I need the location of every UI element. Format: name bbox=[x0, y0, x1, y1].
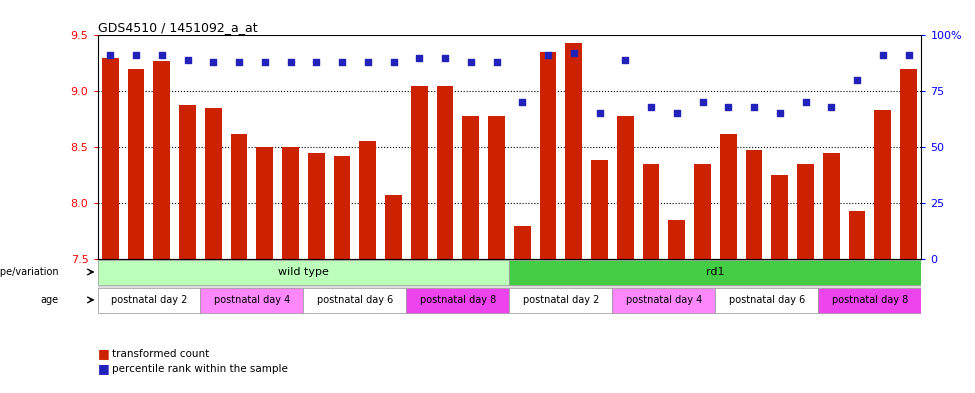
Point bbox=[179, 57, 195, 63]
Point bbox=[488, 59, 504, 65]
Text: age: age bbox=[41, 295, 58, 305]
Point bbox=[283, 59, 298, 65]
Point bbox=[308, 59, 324, 65]
Point bbox=[669, 110, 684, 117]
Point bbox=[644, 104, 659, 110]
Bar bbox=[179, 105, 196, 259]
Bar bbox=[98, 288, 201, 313]
Point bbox=[129, 52, 144, 59]
Bar bbox=[848, 211, 866, 259]
Point bbox=[411, 55, 427, 61]
Bar bbox=[771, 175, 788, 259]
Point bbox=[102, 52, 118, 59]
Bar bbox=[410, 86, 428, 259]
Bar bbox=[591, 160, 608, 259]
Bar bbox=[716, 288, 818, 313]
Bar bbox=[333, 156, 350, 259]
Point bbox=[463, 59, 479, 65]
Point bbox=[515, 99, 530, 105]
Point bbox=[334, 59, 350, 65]
Bar bbox=[875, 110, 891, 259]
Bar bbox=[437, 86, 453, 259]
Bar bbox=[98, 260, 509, 285]
Bar bbox=[617, 116, 634, 259]
Text: transformed count: transformed count bbox=[112, 349, 210, 359]
Point bbox=[566, 50, 582, 56]
Bar bbox=[385, 195, 402, 259]
Bar bbox=[231, 134, 248, 259]
Bar bbox=[303, 288, 407, 313]
Point bbox=[746, 104, 761, 110]
Text: postnatal day 8: postnatal day 8 bbox=[832, 295, 908, 305]
Point bbox=[257, 59, 273, 65]
Bar bbox=[462, 116, 479, 259]
Bar bbox=[566, 43, 582, 259]
Bar bbox=[694, 164, 711, 259]
Bar bbox=[509, 288, 612, 313]
Bar bbox=[643, 164, 659, 259]
Bar bbox=[746, 151, 762, 259]
Text: postnatal day 6: postnatal day 6 bbox=[728, 295, 805, 305]
Point bbox=[540, 52, 556, 59]
Point bbox=[772, 110, 788, 117]
Point bbox=[798, 99, 813, 105]
Point bbox=[231, 59, 247, 65]
Bar bbox=[720, 134, 737, 259]
Bar bbox=[540, 52, 557, 259]
Bar bbox=[102, 58, 119, 259]
Point bbox=[617, 57, 633, 63]
Point bbox=[901, 52, 916, 59]
Text: ■: ■ bbox=[98, 362, 109, 375]
Point bbox=[437, 55, 452, 61]
Bar bbox=[798, 164, 814, 259]
Bar bbox=[488, 116, 505, 259]
Text: GDS4510 / 1451092_a_at: GDS4510 / 1451092_a_at bbox=[98, 21, 257, 34]
Point bbox=[695, 99, 711, 105]
Bar bbox=[201, 288, 303, 313]
Text: wild type: wild type bbox=[278, 267, 329, 277]
Bar bbox=[282, 147, 299, 259]
Text: postnatal day 4: postnatal day 4 bbox=[626, 295, 702, 305]
Text: postnatal day 8: postnatal day 8 bbox=[420, 295, 496, 305]
Bar bbox=[128, 69, 144, 259]
Point bbox=[824, 104, 839, 110]
Point bbox=[721, 104, 736, 110]
Point bbox=[875, 52, 890, 59]
Point bbox=[360, 59, 375, 65]
Point bbox=[592, 110, 607, 117]
Bar bbox=[900, 69, 916, 259]
Text: percentile rank within the sample: percentile rank within the sample bbox=[112, 364, 288, 374]
Bar bbox=[823, 152, 839, 259]
Text: postnatal day 2: postnatal day 2 bbox=[111, 295, 187, 305]
Bar bbox=[514, 226, 530, 259]
Point bbox=[206, 59, 221, 65]
Bar bbox=[256, 147, 273, 259]
Text: ■: ■ bbox=[98, 347, 109, 360]
Bar bbox=[509, 260, 921, 285]
Text: postnatal day 2: postnatal day 2 bbox=[523, 295, 599, 305]
Point bbox=[849, 77, 865, 83]
Bar bbox=[612, 288, 716, 313]
Bar bbox=[360, 141, 376, 259]
Bar bbox=[205, 108, 221, 259]
Text: rd1: rd1 bbox=[706, 267, 724, 277]
Bar bbox=[669, 220, 685, 259]
Text: postnatal day 4: postnatal day 4 bbox=[214, 295, 291, 305]
Text: postnatal day 6: postnatal day 6 bbox=[317, 295, 393, 305]
Bar bbox=[308, 152, 325, 259]
Text: genotype/variation: genotype/variation bbox=[0, 267, 58, 277]
Bar bbox=[407, 288, 509, 313]
Bar bbox=[818, 288, 921, 313]
Bar bbox=[153, 61, 171, 259]
Point bbox=[386, 59, 402, 65]
Point bbox=[154, 52, 170, 59]
